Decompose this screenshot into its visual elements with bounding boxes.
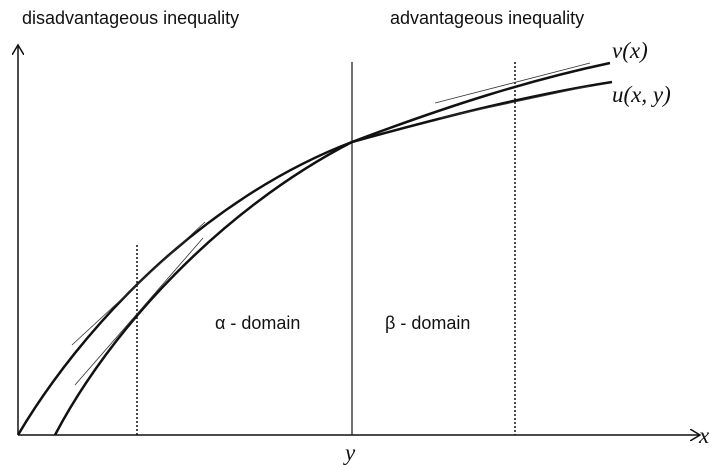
curve-label: v(x) [612,38,648,63]
region-label: disadvantageous inequality [22,8,239,28]
tangent [439,85,591,119]
tangent [74,237,204,386]
domain-label: β - domain [385,313,470,333]
curve-u [53,80,613,436]
tangent [434,62,591,104]
domain-label: α - domain [215,313,300,333]
region-label: advantageous inequality [390,8,584,28]
axis-label: y [343,440,356,465]
axis-label: x [698,423,710,448]
curve-v [16,61,611,436]
tangent [71,221,206,346]
curve-label: u(x, y) [612,82,671,107]
